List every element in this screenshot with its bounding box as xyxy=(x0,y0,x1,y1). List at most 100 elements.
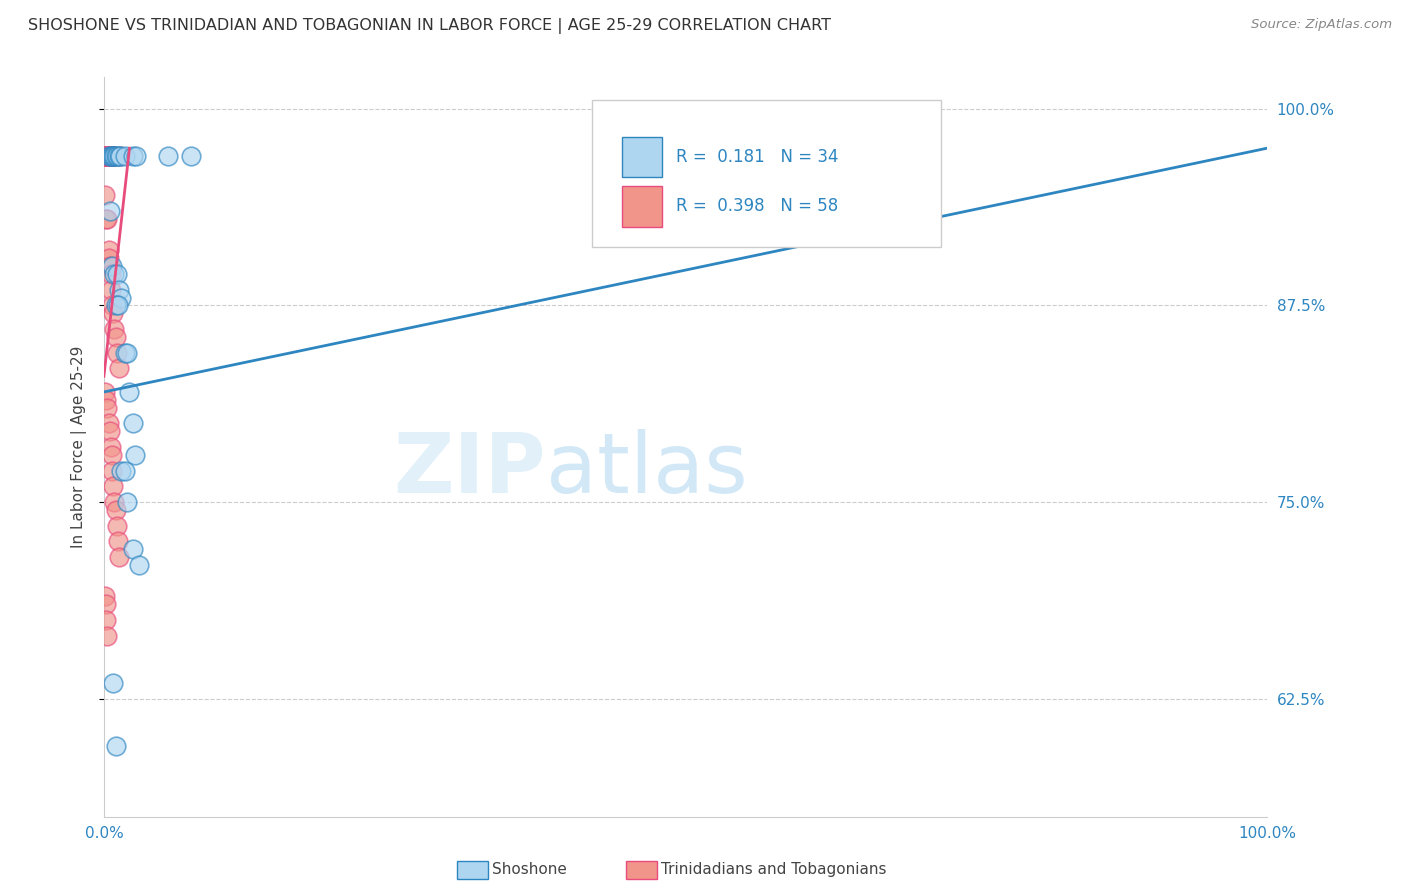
Point xyxy=(98,204,121,219)
Point xyxy=(104,330,127,344)
Point xyxy=(103,495,125,509)
Point xyxy=(115,345,138,359)
Point xyxy=(97,149,120,163)
Text: SHOSHONE VS TRINIDADIAN AND TOBAGONIAN IN LABOR FORCE | AGE 25-29 CORRELATION CH: SHOSHONE VS TRINIDADIAN AND TOBAGONIAN I… xyxy=(28,18,831,34)
Point xyxy=(98,149,121,163)
Text: ZIP: ZIP xyxy=(394,429,546,509)
Point xyxy=(94,590,117,604)
Point xyxy=(110,291,132,305)
Point xyxy=(98,259,121,273)
Point xyxy=(108,550,131,565)
Point xyxy=(125,149,148,163)
Point xyxy=(97,149,120,163)
Point xyxy=(105,518,128,533)
Point xyxy=(96,149,118,163)
Point xyxy=(100,149,122,163)
Point xyxy=(103,479,125,493)
Point xyxy=(124,448,146,462)
Point xyxy=(97,244,120,258)
Point xyxy=(101,259,124,273)
Point xyxy=(96,149,118,163)
Point xyxy=(97,252,120,266)
Point xyxy=(104,503,127,517)
Point xyxy=(103,306,125,320)
Y-axis label: In Labor Force | Age 25-29: In Labor Force | Age 25-29 xyxy=(72,346,87,549)
Text: Shoshone: Shoshone xyxy=(492,863,567,877)
Point xyxy=(103,322,125,336)
Point xyxy=(107,534,129,549)
Point xyxy=(103,149,125,163)
Point xyxy=(108,283,131,297)
Text: Source: ZipAtlas.com: Source: ZipAtlas.com xyxy=(1251,18,1392,31)
Point xyxy=(122,417,145,431)
Point xyxy=(103,267,125,281)
Point xyxy=(103,149,125,163)
Point xyxy=(100,149,122,163)
Point xyxy=(94,188,117,202)
Point xyxy=(114,464,136,478)
Point xyxy=(100,283,122,297)
Point xyxy=(100,440,122,454)
Point xyxy=(105,345,128,359)
Point xyxy=(97,149,120,163)
Point xyxy=(110,464,132,478)
Point xyxy=(96,613,118,627)
FancyBboxPatch shape xyxy=(621,136,662,178)
Point xyxy=(108,149,131,163)
Point xyxy=(96,211,118,226)
Point xyxy=(103,676,125,690)
FancyBboxPatch shape xyxy=(621,186,662,227)
Point xyxy=(98,149,121,163)
Point xyxy=(122,149,145,163)
Point xyxy=(96,211,118,226)
FancyBboxPatch shape xyxy=(592,100,942,247)
Point xyxy=(105,267,128,281)
Text: R =  0.181   N = 34: R = 0.181 N = 34 xyxy=(676,148,838,166)
Point xyxy=(98,149,121,163)
Text: Trinidadians and Tobagonians: Trinidadians and Tobagonians xyxy=(661,863,886,877)
Point xyxy=(94,384,117,399)
Point xyxy=(108,149,131,163)
Point xyxy=(114,149,136,163)
Point xyxy=(96,401,118,415)
Point xyxy=(96,149,118,163)
Point xyxy=(96,149,118,163)
Point xyxy=(105,149,128,163)
Point xyxy=(97,149,120,163)
Text: atlas: atlas xyxy=(546,429,748,509)
Point xyxy=(101,464,124,478)
Point xyxy=(101,298,124,312)
Point xyxy=(94,149,117,163)
Point xyxy=(94,149,117,163)
Point xyxy=(101,149,124,163)
Point xyxy=(180,149,202,163)
Point xyxy=(100,149,122,163)
Point xyxy=(96,149,118,163)
Point xyxy=(108,361,131,376)
Point xyxy=(96,597,118,611)
Point xyxy=(101,448,124,462)
Point xyxy=(107,298,129,312)
Point xyxy=(97,417,120,431)
Point xyxy=(96,149,118,163)
Point xyxy=(101,149,124,163)
Point xyxy=(118,384,141,399)
Point xyxy=(103,149,125,163)
Point xyxy=(103,149,125,163)
Point xyxy=(98,425,121,439)
Point xyxy=(104,739,127,753)
Point xyxy=(96,149,118,163)
Point xyxy=(108,149,131,163)
Point xyxy=(122,542,145,557)
Point xyxy=(104,298,127,312)
Point xyxy=(101,149,124,163)
Point xyxy=(104,149,127,163)
Point xyxy=(114,345,136,359)
Point xyxy=(96,392,118,407)
Point xyxy=(97,149,120,163)
Point xyxy=(98,149,121,163)
Point xyxy=(156,149,179,163)
Point xyxy=(103,149,125,163)
Point xyxy=(96,629,118,643)
Point xyxy=(128,558,150,572)
